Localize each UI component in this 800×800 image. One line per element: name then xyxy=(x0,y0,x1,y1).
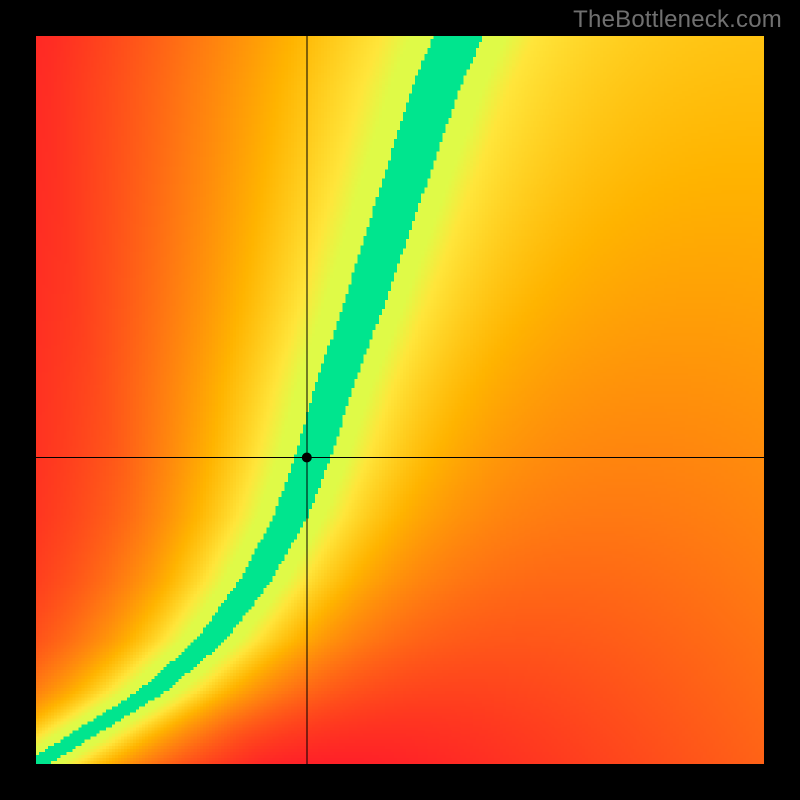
bottleneck-heatmap xyxy=(36,36,764,764)
watermark-text: TheBottleneck.com xyxy=(573,6,782,34)
plot-area xyxy=(36,36,764,764)
